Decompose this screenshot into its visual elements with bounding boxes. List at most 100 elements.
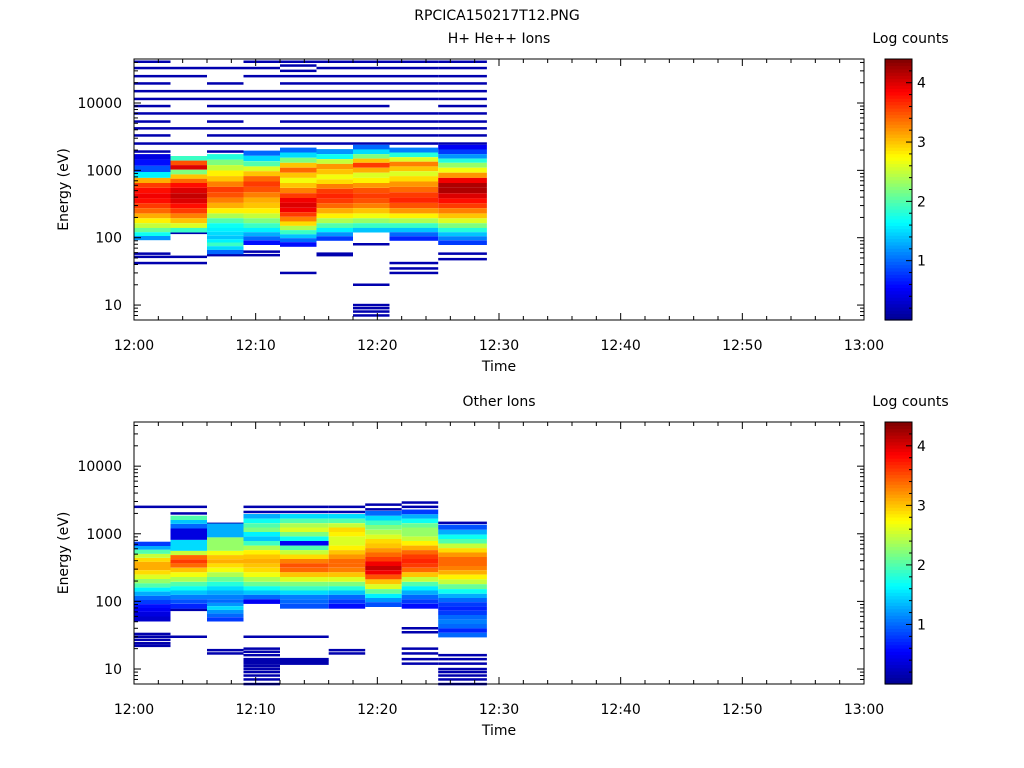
- colorbar-swatch: [885, 592, 912, 597]
- heatmap-cell: [438, 158, 487, 163]
- heatmap-cell: [438, 524, 487, 530]
- heatmap-cell: [243, 253, 280, 257]
- heatmap-cell: [353, 193, 390, 199]
- heatmap-cell: [207, 134, 244, 137]
- heatmap-cell: [170, 599, 207, 604]
- colorbar-swatch: [885, 487, 912, 492]
- heatmap-cell: [280, 162, 317, 168]
- heatmap-cell: [280, 590, 329, 595]
- heatmap-cell: [438, 566, 487, 571]
- heatmap-cell: [401, 536, 439, 541]
- x-axis-label: Time: [481, 723, 516, 739]
- heatmap-cell: [365, 574, 402, 580]
- heatmap-cell: [401, 559, 439, 564]
- colorbar-swatch: [885, 120, 912, 125]
- heatmap-cell: [243, 236, 280, 241]
- heatmap-cell: [316, 213, 353, 219]
- colorbar-tick-label: 4: [917, 76, 926, 92]
- heatmap-cell: [389, 127, 439, 130]
- heatmap-cell: [207, 66, 244, 70]
- y-tick-label: 100: [95, 231, 122, 247]
- heatmap-cell: [438, 632, 487, 638]
- heatmap-cell: [438, 548, 487, 553]
- heatmap-cell: [316, 218, 353, 224]
- heatmap-cell: [243, 66, 280, 70]
- heatmap-cell: [389, 112, 439, 115]
- heatmap-cell: [207, 127, 244, 130]
- heatmap-cell: [328, 518, 366, 524]
- heatmap-cell: [389, 261, 439, 265]
- colorbar-swatch: [885, 163, 912, 168]
- heatmap-cell: [134, 172, 171, 178]
- heatmap-cell: [170, 89, 207, 93]
- heatmap-cell: [207, 154, 244, 160]
- heatmap-cell: [401, 577, 439, 582]
- colorbar-swatch: [885, 166, 912, 171]
- heatmap-cell: [316, 188, 353, 194]
- heatmap-cell: [170, 198, 207, 204]
- heatmap-cell: [389, 181, 439, 187]
- heatmap-cell: [243, 74, 280, 78]
- heatmap-cell: [438, 584, 487, 590]
- heatmap-cell: [328, 590, 366, 595]
- heatmap-cell: [365, 534, 402, 539]
- heatmap-cell: [316, 163, 353, 169]
- heatmap-cell: [280, 207, 317, 213]
- heatmap-cell: [207, 213, 244, 219]
- heatmap-cell: [353, 303, 390, 307]
- heatmap-cell: [134, 600, 171, 604]
- heatmap-cell: [389, 134, 439, 137]
- heatmap-cell: [170, 581, 207, 587]
- colorbar-swatch: [885, 641, 912, 646]
- heatmap-cell: [316, 159, 353, 164]
- heatmap-cell: [438, 97, 487, 101]
- colorbar-swatch: [885, 667, 912, 672]
- heatmap-cell: [328, 572, 366, 577]
- heatmap-cell: [134, 549, 171, 554]
- heatmap-cell: [207, 577, 244, 582]
- colorbar-swatch: [885, 579, 912, 584]
- heatmap-cell: [134, 561, 171, 566]
- colorbar-swatch: [885, 192, 912, 197]
- colorbar-swatch: [885, 267, 912, 272]
- time-bin: [365, 503, 402, 607]
- heatmap-cell: [401, 631, 439, 634]
- heatmap-cell: [243, 563, 280, 568]
- heatmap-cell: [353, 314, 390, 317]
- heatmap-cell: [438, 144, 487, 150]
- heatmap-cell: [365, 561, 402, 566]
- colorbar-swatch: [885, 448, 912, 453]
- heatmap-cell: [389, 227, 439, 233]
- heatmap-cell: [353, 89, 390, 93]
- colorbar-swatch: [885, 244, 912, 249]
- time-bin: [438, 60, 487, 261]
- heatmap-cell: [170, 74, 207, 78]
- heatmap-cell: [328, 514, 366, 519]
- colorbar-swatch: [885, 231, 912, 236]
- heatmap-cell: [365, 503, 402, 506]
- heatmap-cell: [365, 520, 402, 525]
- panel-title: Other Ions: [462, 394, 535, 410]
- colorbar-swatch: [885, 91, 912, 96]
- heatmap-cell: [353, 134, 390, 137]
- heatmap-cell: [207, 563, 244, 568]
- time-bin: [328, 505, 366, 655]
- heatmap-cell: [207, 246, 244, 250]
- colorbar-tick-label: 2: [917, 558, 926, 574]
- heatmap-cell: [438, 104, 487, 108]
- colorbar-swatch: [885, 523, 912, 528]
- heatmap-cell: [365, 602, 402, 607]
- heatmap-cell: [328, 577, 366, 582]
- heatmap-cell: [207, 594, 244, 600]
- heatmap-cell: [243, 653, 280, 657]
- heatmap-cell: [170, 160, 207, 166]
- colorbar-swatch: [885, 205, 912, 210]
- heatmap-cell: [438, 203, 487, 209]
- colorbar-swatch: [885, 160, 912, 164]
- y-tick-label: 10000: [77, 459, 122, 475]
- heatmap-cell: [353, 223, 390, 228]
- heatmap-cell: [134, 223, 171, 228]
- colorbar-swatch: [885, 107, 912, 112]
- colorbar-swatch: [885, 553, 912, 557]
- heatmap-cell: [134, 82, 171, 85]
